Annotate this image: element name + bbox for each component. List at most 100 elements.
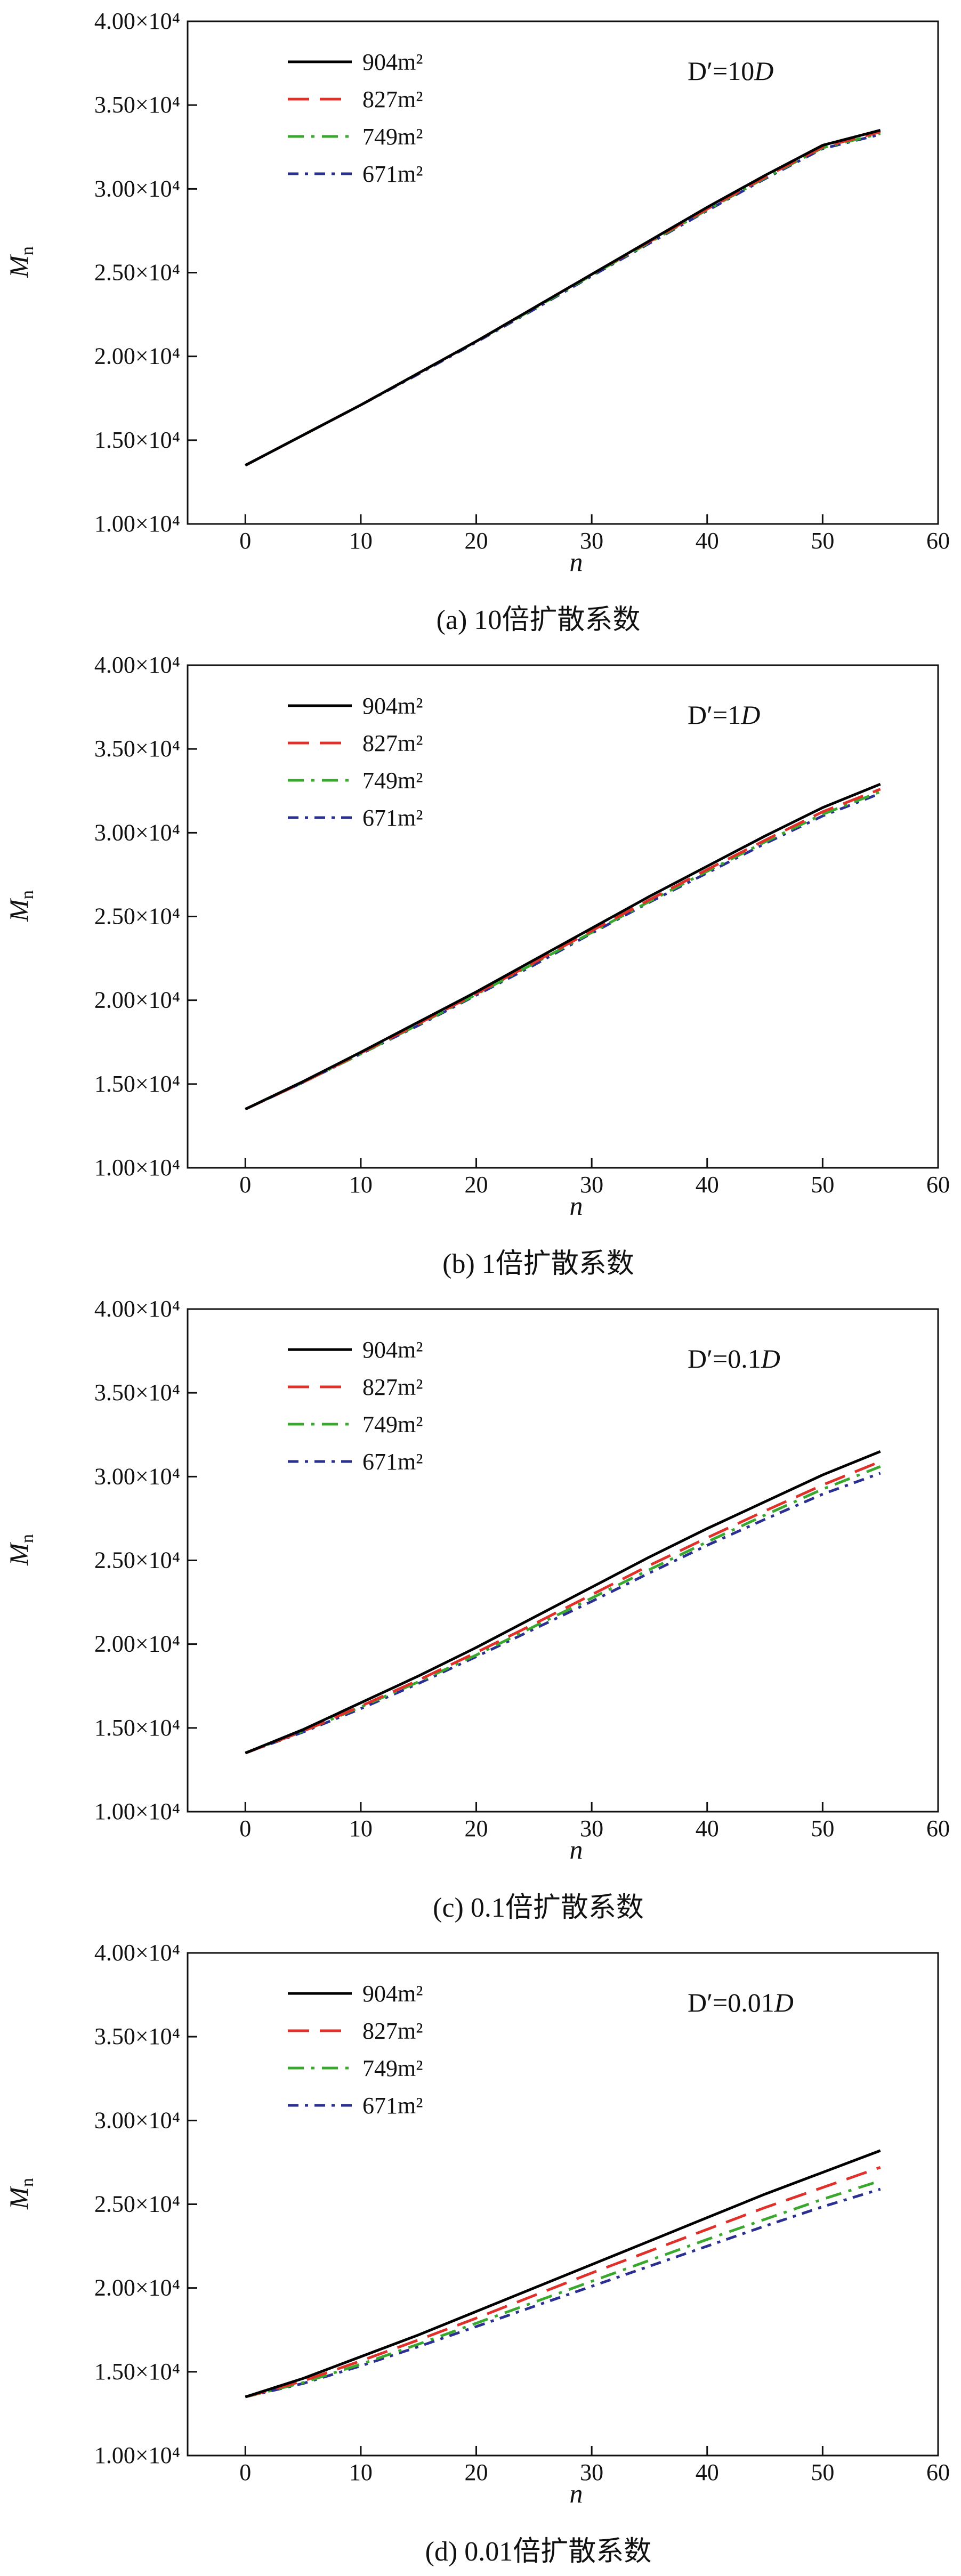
panel-annotation: D′=10D [688,56,773,86]
x-tick-label: 0 [239,2459,251,2485]
annotation-suffix: D [774,1988,794,2017]
legend-label-1: 904m² [362,1981,423,2007]
x-tick-label: 20 [465,528,488,554]
y-tick-label: 3.50×10⁴ [94,2023,180,2049]
x-tick-label: 60 [926,2459,950,2485]
x-axis-label: n [570,547,583,577]
series-line-2 [245,788,881,1111]
y-tick-label: 1.50×10⁴ [94,1715,180,1741]
legend-label-4: 671m² [362,805,423,831]
annotation-suffix: D [754,56,773,86]
legend-label-4: 671m² [362,161,423,187]
y-tick-label: 4.00×10⁴ [94,1296,180,1322]
legend-label-2: 827m² [362,1374,423,1400]
x-tick-label: 10 [349,1815,373,1842]
annotation-prefix: D′=10 [688,56,754,86]
y-axis-label: Mn [4,1534,37,1566]
y-tick-label: 2.50×10⁴ [94,260,180,286]
annotation-prefix: D′=1 [688,700,741,730]
x-tick-label: 30 [580,1172,603,1198]
x-tick-label: 10 [349,2459,373,2485]
chart-panel-1: 0 10 20 30 40 50 60 1.00×10⁴ 1.50×10⁴ 2.00×10⁴ 2.5… [4,8,950,635]
annotation-suffix: D [740,700,760,730]
x-tick-label: 50 [811,1815,834,1842]
y-tick-label: 1.00×10⁴ [94,511,180,537]
y-tick-label: 3.50×10⁴ [94,92,180,118]
y-tick-label: 2.00×10⁴ [94,1631,180,1657]
y-tick-label: 1.00×10⁴ [94,1154,180,1181]
panel-caption: (a) 10倍扩散系数 [437,605,641,635]
panel-annotation: D′=0.01D [688,1988,794,2017]
chart-panel-4: 0 10 20 30 40 50 60 1.00×10⁴ 1.50×10⁴ 2.00×10⁴ 2.5… [4,1940,950,2567]
legend-label-2: 827m² [362,86,423,112]
y-tick-label: 1.50×10⁴ [94,427,180,453]
y-tick-label: 2.50×10⁴ [94,903,180,930]
y-axis-label-sub: n [18,246,37,255]
y-tick-label: 2.00×10⁴ [94,987,180,1013]
x-tick-label: 10 [349,528,373,554]
y-tick-label: 2.50×10⁴ [94,2191,180,2217]
annotation-suffix: D [761,1344,780,1374]
series-line-3 [245,132,881,467]
x-axis-label: n [570,1191,583,1221]
legend-label-3: 749m² [362,124,423,150]
legend-label-4: 671m² [362,2093,423,2119]
series-line-1 [245,782,881,1111]
y-tick-label: 3.50×10⁴ [94,736,180,762]
y-axis-label: Mn [4,246,37,278]
y-axis-label-main: M [4,2186,34,2210]
legend-label-3: 749m² [362,1411,423,1438]
chart-panel-3: 0 10 20 30 40 50 60 1.00×10⁴ 1.50×10⁴ 2.00×10⁴ 2.5… [4,1296,950,1923]
y-axis-label-main: M [4,1542,34,1566]
series-line-1 [245,128,881,467]
series-line-1 [245,2149,881,2399]
y-tick-label: 2.00×10⁴ [94,343,180,369]
panel-caption: (d) 0.01倍扩散系数 [425,2537,652,2567]
x-tick-label: 50 [811,2459,834,2485]
x-tick-label: 40 [696,1172,719,1198]
y-tick-label: 1.50×10⁴ [94,1071,180,1097]
x-tick-label: 40 [696,1815,719,1842]
series-line-2 [245,1460,881,1755]
annotation-prefix: D′=0.1 [688,1344,761,1374]
plot-frame [187,20,939,525]
y-tick-label: 3.50×10⁴ [94,1379,180,1406]
series-line-1 [245,1450,881,1755]
y-axis-label-main: M [4,898,34,922]
y-tick-label: 4.00×10⁴ [94,1940,180,1966]
panel-annotation: D′=1D [688,700,760,730]
x-tick-label: 40 [696,528,719,554]
y-tick-label: 4.00×10⁴ [94,8,180,34]
y-tick-label: 3.00×10⁴ [94,1463,180,1489]
y-tick-label: 1.00×10⁴ [94,1798,180,1824]
x-axis-label: n [570,1835,583,1864]
y-axis-label: Mn [4,2178,37,2210]
legend-label-4: 671m² [362,1449,423,1475]
y-axis-label-sub: n [18,2178,37,2187]
x-tick-label: 30 [580,528,603,554]
panel-annotation: D′=0.1D [688,1344,780,1374]
y-axis-label-sub: n [18,1534,37,1543]
series-line-2 [245,2166,881,2399]
y-tick-label: 1.00×10⁴ [94,2442,180,2468]
y-tick-label: 3.00×10⁴ [94,819,180,845]
x-tick-label: 60 [926,1172,950,1198]
series-line-4 [245,2187,881,2399]
x-tick-label: 50 [811,528,834,554]
y-axis-label-sub: n [18,890,37,899]
annotation-prefix: D′=0.01 [688,1988,774,2017]
x-tick-label: 60 [926,528,950,554]
series-line-3 [245,2179,881,2399]
x-tick-label: 0 [239,1172,251,1198]
x-tick-label: 10 [349,1172,373,1198]
y-tick-label: 2.00×10⁴ [94,2275,180,2301]
y-axis-label-main: M [4,254,34,278]
legend-label-1: 904m² [362,49,423,75]
legend-label-3: 749m² [362,768,423,794]
chart-panel-2: 0 10 20 30 40 50 60 1.00×10⁴ 1.50×10⁴ 2.00×10⁴ 2.5… [4,652,950,1279]
y-tick-label: 3.00×10⁴ [94,2107,180,2133]
legend-label-2: 827m² [362,730,423,756]
x-tick-label: 0 [239,528,251,554]
